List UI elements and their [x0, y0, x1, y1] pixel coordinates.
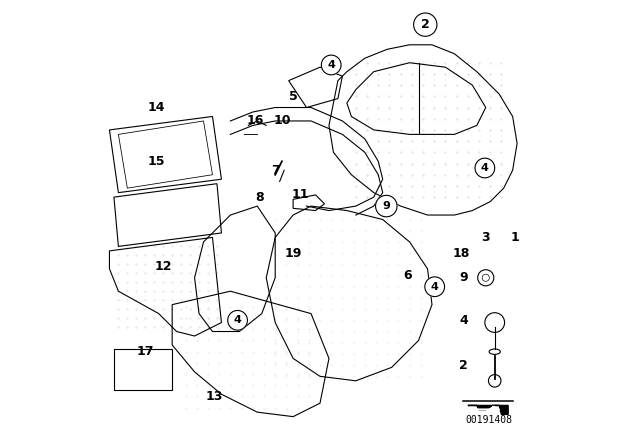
Text: 11: 11 — [291, 188, 308, 202]
Text: 16: 16 — [246, 114, 264, 128]
Circle shape — [425, 277, 445, 297]
Circle shape — [228, 310, 248, 330]
Text: 1: 1 — [511, 231, 519, 244]
Circle shape — [321, 55, 341, 75]
Text: 4: 4 — [459, 314, 468, 327]
Text: 5: 5 — [289, 90, 298, 103]
Text: 2: 2 — [421, 18, 429, 31]
Text: 17: 17 — [136, 345, 154, 358]
Text: 4: 4 — [327, 60, 335, 70]
Text: 15: 15 — [148, 155, 165, 168]
Text: 13: 13 — [206, 390, 223, 403]
Text: 8: 8 — [255, 190, 264, 204]
Text: 2: 2 — [459, 358, 468, 372]
Polygon shape — [468, 405, 508, 414]
Text: 12: 12 — [154, 260, 172, 273]
Circle shape — [376, 195, 397, 217]
Text: 19: 19 — [284, 246, 302, 260]
Text: 14: 14 — [148, 101, 165, 114]
Text: 6: 6 — [403, 269, 412, 282]
Text: 4: 4 — [234, 315, 241, 325]
Circle shape — [413, 13, 437, 36]
Text: 18: 18 — [452, 246, 470, 260]
Text: 4: 4 — [481, 163, 489, 173]
Text: 00191408: 00191408 — [466, 415, 513, 425]
Text: 7: 7 — [271, 164, 280, 177]
Text: 4: 4 — [431, 282, 438, 292]
Text: 9: 9 — [460, 271, 468, 284]
Text: 10: 10 — [273, 114, 291, 128]
Text: 9: 9 — [382, 201, 390, 211]
Text: 3: 3 — [481, 231, 490, 244]
Circle shape — [475, 158, 495, 178]
